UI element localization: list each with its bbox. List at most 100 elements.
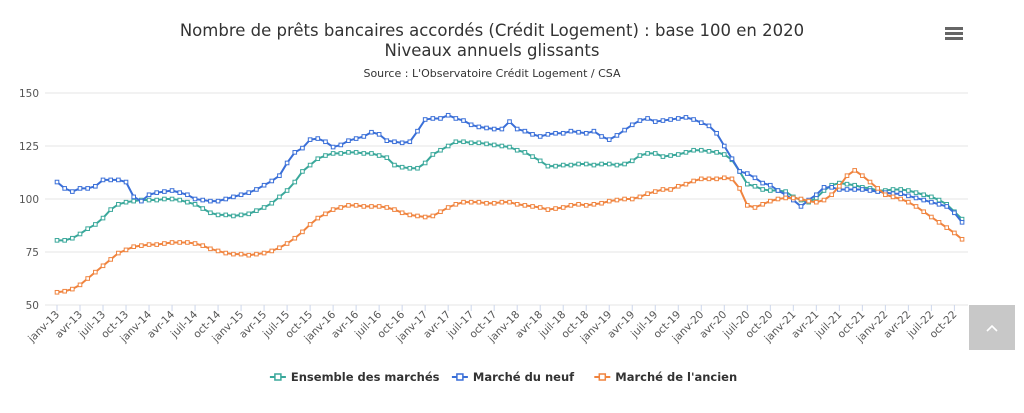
data-point (913, 190, 919, 195)
data-point (737, 169, 742, 174)
data-point (300, 229, 305, 235)
legend-item[interactable]: Ensemble des marchés (269, 370, 440, 384)
data-point (752, 183, 758, 189)
data-point (913, 204, 919, 209)
data-point (553, 163, 558, 169)
data-point (499, 199, 505, 205)
data-point (952, 210, 957, 216)
data-point (422, 117, 428, 122)
data-point (315, 215, 321, 221)
data-point (330, 207, 336, 212)
data-point (238, 212, 244, 218)
data-point (77, 282, 83, 288)
data-point (162, 189, 167, 194)
data-point (300, 169, 305, 174)
data-point (330, 151, 336, 156)
legend-item[interactable]: Marché du neuf (451, 370, 575, 384)
data-point (545, 132, 551, 137)
data-point (284, 160, 290, 166)
data-point (353, 136, 359, 141)
data-point (890, 194, 896, 200)
data-point (814, 192, 819, 198)
data-point (798, 196, 804, 202)
data-point (422, 214, 428, 220)
data-point (745, 181, 750, 187)
data-point (591, 202, 597, 207)
data-point (652, 119, 658, 124)
data-point (476, 124, 482, 130)
data-point (537, 158, 543, 164)
data-point (116, 250, 121, 256)
data-point (200, 243, 206, 248)
data-point (54, 179, 60, 185)
data-point (246, 252, 252, 258)
data-point (507, 144, 512, 150)
data-point (223, 196, 229, 202)
data-point (491, 200, 497, 206)
chart-title: Nombre de prêts bancaires accordés (Créd… (180, 21, 804, 40)
legend: Ensemble des marchés Marché du neuf Marché… (269, 370, 737, 384)
data-point (146, 192, 152, 198)
data-point (867, 179, 873, 185)
data-point (484, 141, 489, 147)
data-point (453, 139, 459, 145)
data-point (637, 194, 643, 200)
data-point (645, 116, 650, 121)
data-point (468, 199, 474, 205)
scroll-top-button[interactable] (969, 305, 1015, 350)
data-point (652, 151, 658, 156)
data-point (553, 206, 558, 211)
data-point (714, 130, 719, 136)
data-point (376, 204, 382, 209)
data-point (430, 116, 436, 121)
data-point (123, 179, 129, 185)
data-point (215, 198, 221, 204)
data-point (959, 220, 965, 225)
data-point (177, 197, 183, 203)
data-point (323, 139, 328, 145)
data-point (706, 176, 712, 182)
data-point (530, 204, 535, 209)
data-point (645, 151, 650, 156)
data-point (208, 210, 213, 216)
data-point (576, 129, 581, 135)
data-point (929, 199, 934, 205)
data-point (921, 209, 927, 215)
data-point (85, 226, 90, 231)
data-point (407, 139, 413, 145)
data-point (261, 250, 267, 256)
data-point (361, 151, 367, 156)
data-point (215, 248, 221, 254)
data-point (898, 187, 904, 192)
series (54, 168, 965, 295)
data-point (399, 140, 405, 146)
data-point (768, 188, 773, 193)
data-point (468, 122, 474, 128)
data-point (77, 186, 83, 191)
data-point (875, 186, 880, 191)
data-point (131, 194, 136, 200)
data-point (852, 187, 857, 192)
data-point (353, 203, 359, 208)
data-point (691, 178, 696, 184)
data-point (936, 220, 942, 225)
menu-button[interactable] (945, 27, 963, 40)
data-point (338, 142, 344, 148)
data-point (346, 138, 351, 143)
data-point (415, 128, 420, 134)
legend-item[interactable]: Marché de l'ancien (594, 370, 737, 384)
data-point (484, 200, 489, 206)
data-point (116, 202, 121, 207)
data-point (606, 137, 612, 142)
data-point (883, 192, 888, 198)
data-point (844, 187, 850, 192)
data-point (254, 208, 259, 213)
data-point (154, 197, 160, 203)
data-point (100, 215, 106, 221)
data-point (93, 269, 98, 275)
data-point (545, 207, 551, 212)
data-point (622, 127, 627, 133)
data-point (783, 195, 788, 201)
data-point (476, 199, 482, 205)
